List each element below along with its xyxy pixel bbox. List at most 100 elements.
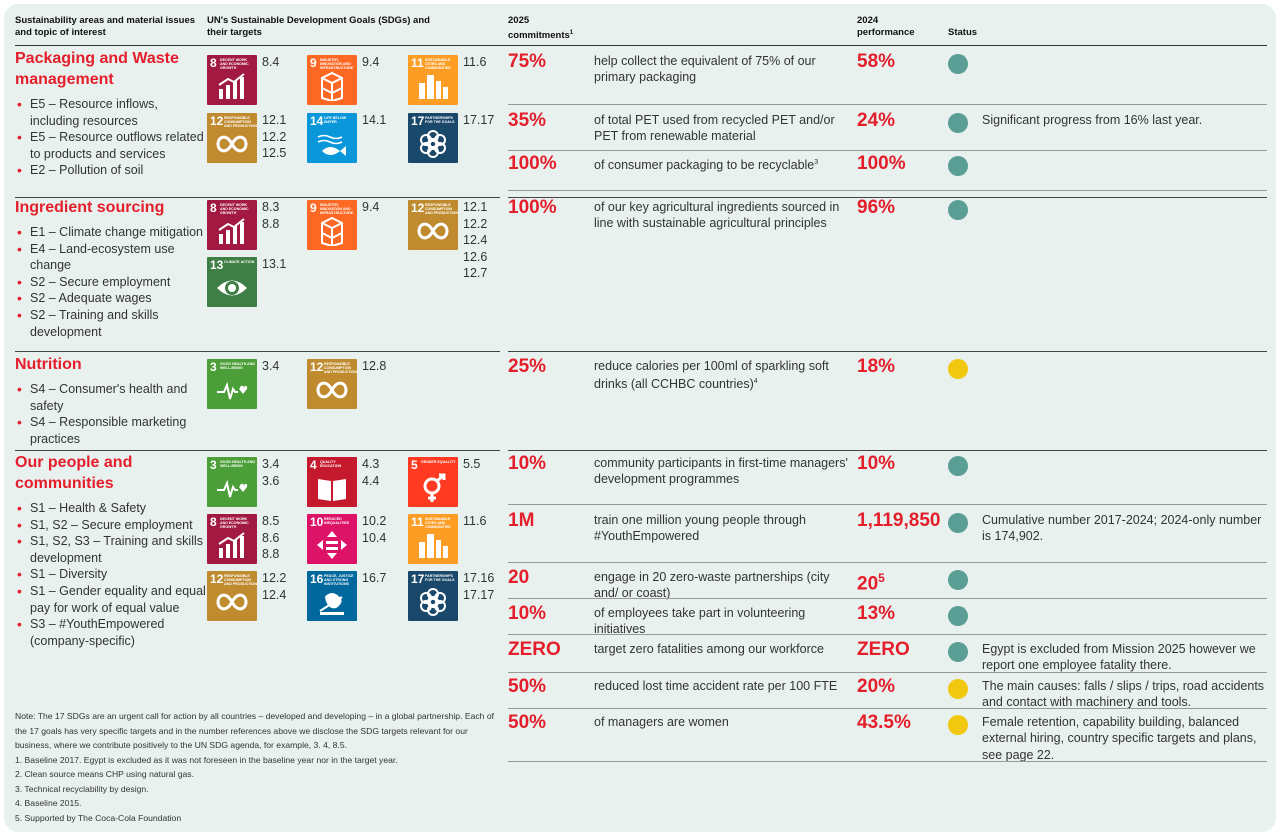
area-topic-item: S4 – Consumer's health and safety	[15, 381, 210, 414]
sdg-label: Partnerships for the goals	[425, 574, 455, 583]
performance-value: 58%	[857, 51, 895, 73]
commitment-description: of employees take part in volunteering i…	[594, 605, 849, 638]
row-divider	[508, 562, 1267, 563]
performance-value-text: 1,119,850	[857, 510, 941, 531]
commitment-description: help collect the equivalent of 75% of ou…	[594, 53, 849, 86]
footnote-line: 4. Baseline 2015.	[15, 798, 82, 808]
commitment-value: ZERO	[508, 639, 561, 660]
area-title: Nutrition	[15, 356, 82, 373]
status-indicator	[948, 156, 968, 176]
sdg-targets: 3.4	[262, 359, 280, 373]
status-indicator	[948, 359, 968, 379]
performance-value-text: 18%	[857, 356, 896, 377]
cubes-icon	[321, 216, 343, 246]
performance-value: ZERO	[857, 639, 910, 661]
commitment-description-text: of employees take part in volunteering i…	[594, 606, 806, 637]
header-performance: 2024 performance	[857, 15, 915, 38]
area-topics: S4 – Consumer's health and safetyS4 – Re…	[15, 381, 210, 447]
equality-sdg-tile: 10 Reduced inequalities	[307, 514, 357, 564]
status-indicator	[948, 715, 968, 735]
flower-sdg-tile: 17 Partnerships for the goals	[408, 571, 458, 621]
commitment-value: 1M	[508, 510, 535, 531]
commitment-value: 50%	[508, 676, 547, 697]
commitment-description-text: reduced lost time accident rate per 100 …	[594, 679, 838, 693]
sdg-number: 9	[310, 201, 317, 215]
growth-chart-sdg-tile: 8 Decent work and economic growth	[207, 200, 257, 250]
commitment-value: 10%	[508, 453, 547, 474]
growth-chart-icon	[218, 218, 245, 244]
performance-value-text: 24%	[857, 110, 896, 131]
performance-value-text: 10%	[857, 453, 896, 474]
area-topic-item: S2 – Secure employment	[15, 274, 210, 291]
infinity-icon	[216, 593, 248, 611]
sdg-label: Good health and well-being	[220, 362, 255, 371]
infinity-icon	[417, 222, 449, 240]
sdg-number: 9	[310, 56, 317, 70]
sdg-label: Decent work and economic growth	[220, 203, 249, 216]
heartbeat-sdg-tile: 3 Good health and well-being	[207, 457, 257, 507]
performance-value-text: 20%	[857, 676, 896, 697]
header-commitments-footnote: 1	[569, 30, 574, 36]
heartbeat-icon	[217, 381, 248, 400]
commitment-value: 100%	[508, 153, 557, 174]
footnotes: Note: The 17 SDGs are an urgent call for…	[15, 709, 500, 825]
equality-icon	[317, 531, 347, 559]
section-divider	[508, 351, 1267, 352]
sdg-label: Sustainable cities and communities	[425, 58, 451, 71]
infinity-sdg-tile: 12 Responsible consumption and production	[207, 571, 257, 621]
sdg-number: 12	[210, 114, 224, 128]
commitment-description-text: of total PET used from recycled PET and/…	[594, 113, 835, 144]
section-divider	[15, 450, 500, 451]
sdg-targets: 9.4	[362, 55, 380, 69]
sdg-number: 8	[210, 515, 217, 529]
commitment-description-text: help collect the equivalent of 75% of ou…	[594, 54, 816, 85]
status-note: Egypt is excluded from Mission 2025 howe…	[982, 642, 1256, 673]
commitment-value: 25%	[508, 356, 547, 377]
sdg-label: Gender equality	[421, 460, 456, 464]
sdg-number: 8	[210, 56, 217, 70]
flower-icon	[420, 588, 446, 616]
cubes-sdg-tile: 9 Industry, innovation and infrastructure	[307, 55, 357, 105]
commitment-value: 50%	[508, 712, 547, 733]
area-topic-item: S3 – #YouthEmpowered (company-specific)	[15, 616, 210, 649]
row-divider	[508, 504, 1267, 505]
fish-icon	[317, 134, 346, 156]
sdg-number: 17	[411, 114, 425, 128]
sdg-label: Good health and well-being	[220, 460, 255, 469]
sdg-targets: 11.6	[463, 514, 487, 528]
table-bottom-divider	[508, 761, 1267, 762]
status-indicator	[948, 570, 968, 590]
footnote-ref: 3	[814, 159, 819, 166]
status-note: Female retention, capability building, b…	[982, 715, 1257, 762]
sdg-label: Partnerships for the goals	[425, 116, 455, 125]
cubes-icon	[321, 71, 343, 101]
sdg-number: 17	[411, 572, 425, 586]
infinity-sdg-tile: 12 Responsible consumption and production	[408, 200, 458, 250]
sdg-label: Quality education	[320, 460, 342, 469]
header-sdgs: UN's Sustainable Development Goals (SDGs…	[207, 15, 430, 38]
commitment-value: 100%	[508, 197, 557, 218]
commitment-value: 35%	[508, 110, 547, 131]
footnote-line: Note: The 17 SDGs are an urgent call for…	[15, 711, 495, 750]
commitment-description-text: community participants in first-time man…	[594, 456, 848, 487]
sdg-number: 5	[411, 458, 418, 472]
city-icon	[419, 534, 448, 558]
area-title: Ingredient sourcing	[15, 199, 165, 216]
status-note: Significant progress from 16% last year.	[982, 113, 1203, 127]
sdg-number: 8	[210, 201, 217, 215]
sdg-targets: 5.5	[463, 457, 481, 471]
footnote-line: 5. Supported by The Coca-Cola Foundation	[15, 812, 182, 823]
sdg-label: Responsible consumption and production	[224, 574, 257, 587]
status-indicator	[948, 456, 968, 476]
performance-value: 205	[857, 567, 885, 595]
sdg-targets: 17.17	[463, 113, 495, 127]
footnote-line: 1. Baseline 2017. Egypt is excluded as i…	[15, 754, 398, 765]
commitment-description-text: target zero fatalities among our workfor…	[594, 642, 824, 656]
sdg-targets: 12.2 12.4	[262, 571, 287, 602]
header-status: Status	[948, 27, 978, 38]
performance-value: 10%	[857, 453, 895, 475]
sdg-targets: 12.1 12.2 12.4 12.6 12.7	[463, 200, 488, 281]
footnote-ref: 4	[753, 378, 758, 386]
performance-value: 18%	[857, 356, 895, 378]
status-indicator	[948, 200, 968, 220]
